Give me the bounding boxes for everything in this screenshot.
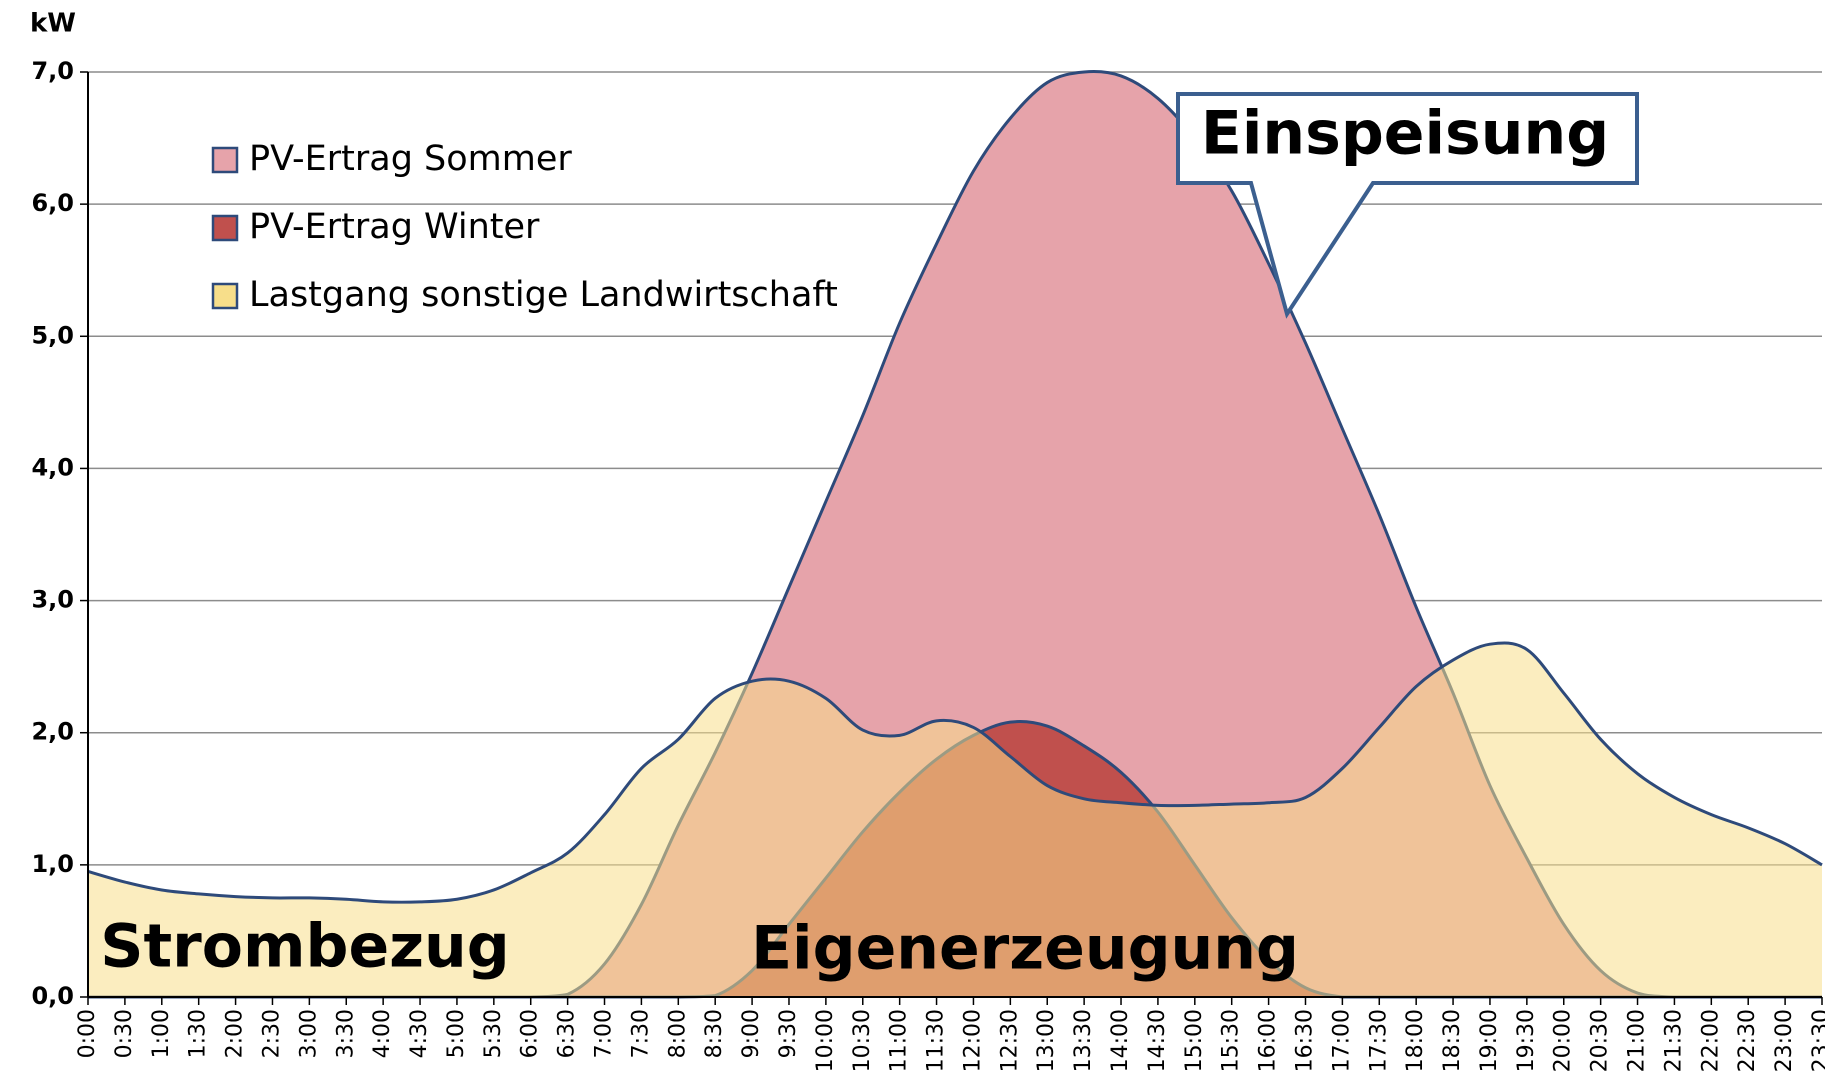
x-tick-label: 2:00 bbox=[223, 1009, 248, 1058]
x-tick-label: 10:00 bbox=[813, 1009, 838, 1072]
x-tick-label: 20:30 bbox=[1588, 1009, 1613, 1072]
x-tick-label: 23:00 bbox=[1772, 1009, 1797, 1072]
x-tick-label: 7:00 bbox=[592, 1009, 617, 1058]
x-tick-label: 0:30 bbox=[112, 1009, 137, 1058]
x-tick-label: 12:30 bbox=[997, 1009, 1022, 1072]
legend-swatch bbox=[211, 214, 239, 242]
x-tick-label: 9:30 bbox=[776, 1009, 801, 1058]
x-tick-label: 21:30 bbox=[1661, 1009, 1686, 1072]
x-tick-label: 4:30 bbox=[407, 1009, 432, 1058]
x-tick-label: 9:00 bbox=[739, 1009, 764, 1058]
x-tick-label: 3:30 bbox=[333, 1009, 358, 1058]
legend-swatch bbox=[211, 282, 239, 310]
legend-label: PV-Ertrag Winter bbox=[249, 207, 540, 247]
x-tick-label: 1:30 bbox=[186, 1009, 211, 1058]
x-tick-label: 18:30 bbox=[1440, 1009, 1465, 1072]
x-tick-label: 15:00 bbox=[1182, 1009, 1207, 1072]
legend-swatch bbox=[211, 146, 239, 174]
x-tick-label: 14:00 bbox=[1108, 1009, 1133, 1072]
x-tick-label: 19:00 bbox=[1477, 1009, 1502, 1072]
x-tick-label: 23:30 bbox=[1809, 1009, 1825, 1072]
x-tick-label: 14:30 bbox=[1145, 1009, 1170, 1072]
x-tick-label: 22:30 bbox=[1735, 1009, 1760, 1072]
x-tick-label: 18:00 bbox=[1403, 1009, 1428, 1072]
x-tick-label: 10:30 bbox=[850, 1009, 875, 1072]
y-tick-label: 7,0 bbox=[31, 57, 74, 85]
x-tick-label: 6:00 bbox=[518, 1009, 543, 1058]
annotation: Strombezug bbox=[100, 912, 509, 982]
x-tick-label: 0:00 bbox=[75, 1009, 100, 1058]
y-unit: kW bbox=[30, 9, 76, 39]
y-tick-label: 2,0 bbox=[31, 718, 74, 746]
y-tick-label: 0,0 bbox=[31, 982, 74, 1010]
x-tick-label: 5:00 bbox=[444, 1009, 469, 1058]
y-tick-label: 3,0 bbox=[31, 586, 74, 614]
annotation: Einspeisung bbox=[1201, 99, 1609, 169]
x-tick-label: 8:30 bbox=[702, 1009, 727, 1058]
x-tick-label: 6:30 bbox=[555, 1009, 580, 1058]
x-tick-label: 20:00 bbox=[1551, 1009, 1576, 1072]
x-tick-label: 16:00 bbox=[1256, 1009, 1281, 1072]
legend-label: PV-Ertrag Sommer bbox=[249, 139, 572, 179]
x-tick-label: 4:00 bbox=[370, 1009, 395, 1058]
x-tick-label: 21:00 bbox=[1625, 1009, 1650, 1072]
y-tick-label: 1,0 bbox=[31, 850, 74, 878]
annotation: Eigenerzeugung bbox=[751, 914, 1299, 984]
y-tick-label: 4,0 bbox=[31, 453, 74, 481]
x-tick-label: 11:30 bbox=[924, 1009, 949, 1072]
x-tick-label: 15:30 bbox=[1219, 1009, 1244, 1072]
x-tick-label: 17:00 bbox=[1329, 1009, 1354, 1072]
callout-box bbox=[1176, 92, 1639, 319]
x-tick-label: 5:30 bbox=[481, 1009, 506, 1058]
x-tick-label: 3:00 bbox=[296, 1009, 321, 1058]
x-tick-label: 17:30 bbox=[1366, 1009, 1391, 1072]
x-tick-label: 7:30 bbox=[628, 1009, 653, 1058]
x-tick-label: 16:30 bbox=[1292, 1009, 1317, 1072]
x-tick-label: 13:30 bbox=[1071, 1009, 1096, 1072]
x-tick-label: 22:00 bbox=[1698, 1009, 1723, 1072]
area bbox=[88, 642, 1822, 997]
x-tick-label: 8:00 bbox=[665, 1009, 690, 1058]
x-tick-label: 13:00 bbox=[1034, 1009, 1059, 1072]
x-tick-label: 1:00 bbox=[149, 1009, 174, 1058]
x-tick-label: 2:30 bbox=[259, 1009, 284, 1058]
x-tick-label: 12:00 bbox=[960, 1009, 985, 1072]
area-line bbox=[87, 641, 1823, 904]
legend-label: Lastgang sonstige Landwirtschaft bbox=[249, 275, 838, 315]
y-tick-label: 5,0 bbox=[31, 321, 74, 349]
x-tick-label: 11:00 bbox=[887, 1009, 912, 1072]
y-tick-label: 6,0 bbox=[31, 189, 74, 217]
x-tick-label: 19:30 bbox=[1514, 1009, 1539, 1072]
